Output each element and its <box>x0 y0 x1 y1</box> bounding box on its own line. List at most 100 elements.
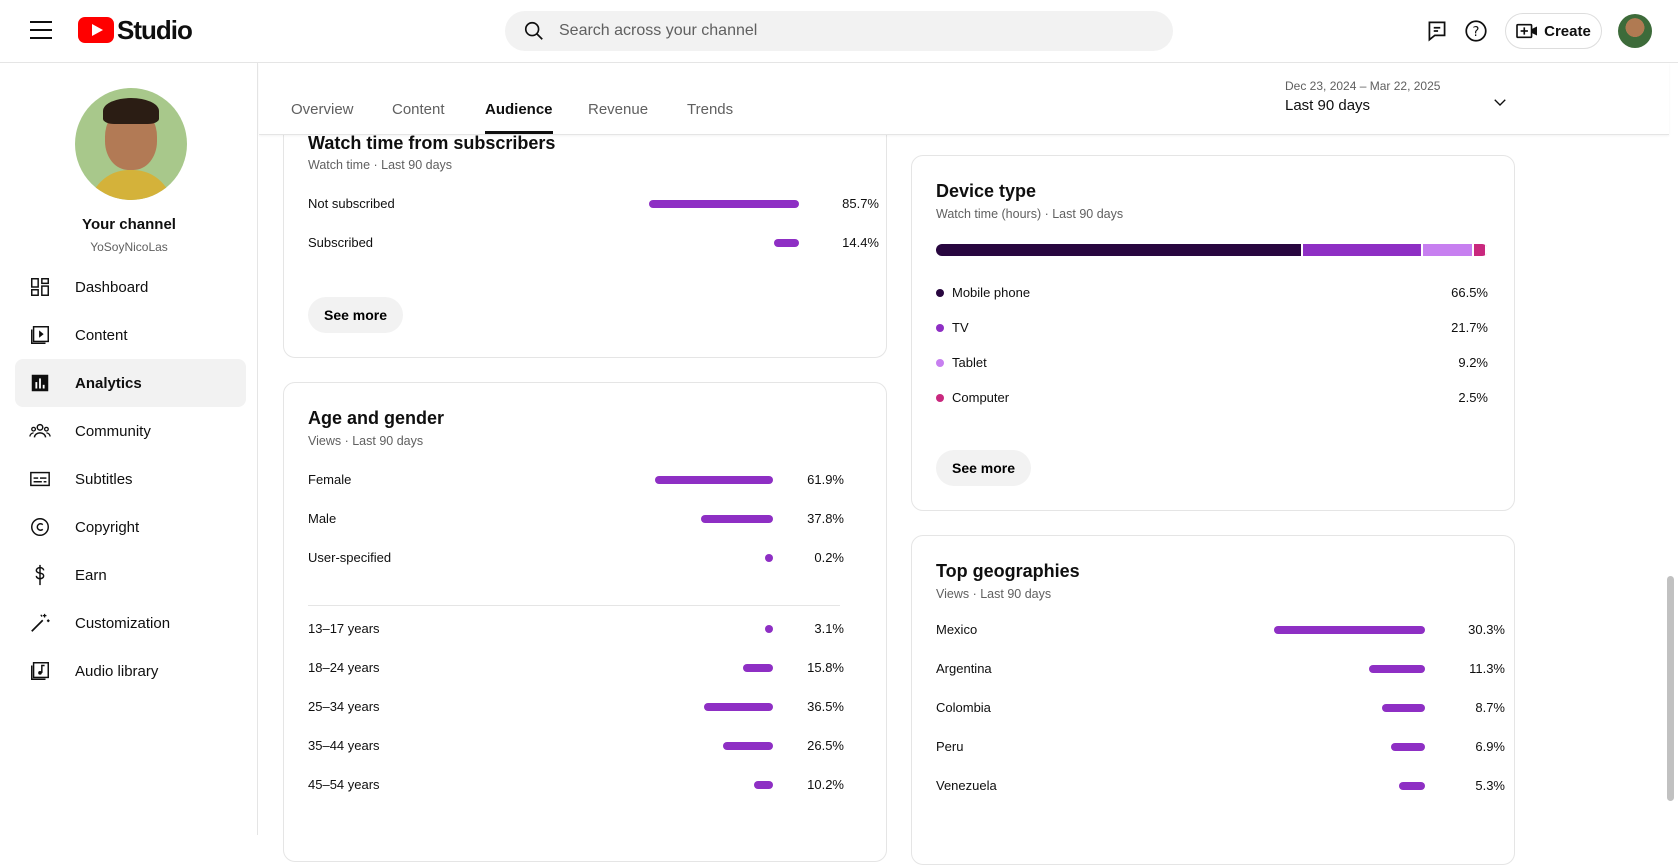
sidebar-item-audio-library[interactable]: Audio library <box>15 647 246 695</box>
card-subtitle: Watch time · Last 90 days <box>308 158 453 172</box>
sidebar-item-subtitles[interactable]: Subtitles <box>15 455 246 503</box>
age-row-bar <box>753 781 773 789</box>
date-range-picker[interactable]: Dec 23, 2024 – Mar 22, 2025 Last 90 days <box>1285 79 1515 114</box>
geo-row-label: Mexico <box>936 622 978 637</box>
card-subtitle: Views · Last 90 days <box>936 587 1052 601</box>
geo-row: Peru 6.9% <box>936 737 1505 757</box>
device-legend-row: Mobile phone 66.5% <box>936 283 1488 303</box>
subscriber-row: Subscribed 14.4% <box>308 233 879 253</box>
account-avatar[interactable] <box>1618 14 1652 48</box>
age-row-bar <box>742 664 773 672</box>
create-video-icon <box>1516 23 1538 39</box>
age-row-value: 36.5% <box>807 699 844 714</box>
community-icon <box>28 419 52 443</box>
search-input[interactable] <box>559 22 1119 40</box>
card-title: Watch time from subscribers <box>308 133 556 153</box>
sidebar-item-label: Content <box>75 326 128 344</box>
age-row: 45–54 years 10.2% <box>308 775 844 795</box>
age-and-gender-card: Age and gender Views · Last 90 days Fema… <box>283 382 887 862</box>
device-segment-tablet[interactable] <box>1422 244 1474 256</box>
card-subtitle: Views · Last 90 days <box>308 434 424 448</box>
device-value: 2.5% <box>1458 390 1488 405</box>
sidebar-item-content[interactable]: Content <box>15 311 246 359</box>
device-stacked-bar <box>936 244 1488 256</box>
age-row-bar <box>765 625 773 633</box>
geo-row-bar <box>1368 665 1425 673</box>
chevron-down-icon[interactable] <box>1491 93 1509 111</box>
tab-audience[interactable]: Audience <box>485 101 553 134</box>
device-type-card: Device type Watch time (hours) · Last 90… <box>911 155 1515 511</box>
date-range-dates: Dec 23, 2024 – Mar 22, 2025 <box>1285 79 1441 93</box>
geo-row-value: 30.3% <box>1468 622 1505 637</box>
geo-row: Mexico 30.3% <box>936 620 1505 640</box>
studio-logo[interactable]: Studio <box>78 14 193 46</box>
top-bar: Studio ? Create <box>0 0 1678 63</box>
geo-row-value: 11.3% <box>1469 661 1505 676</box>
customization-icon <box>28 611 52 635</box>
age-row: 35–44 years 26.5% <box>308 736 844 756</box>
card-title: Device type <box>936 181 1037 201</box>
sidebar-item-community[interactable]: Community <box>15 407 246 455</box>
geo-row-bar <box>1390 743 1425 751</box>
age-row-label: 25–34 years <box>308 699 380 714</box>
sidebar-item-dashboard[interactable]: Dashboard <box>15 263 246 311</box>
page-scrollbar[interactable] <box>1663 63 1678 835</box>
age-row-value: 26.5% <box>807 738 844 753</box>
sidebar-item-copyright[interactable]: Copyright <box>15 503 246 551</box>
gender-row-label: Male <box>308 511 337 526</box>
geo-row: Colombia 8.7% <box>936 698 1505 718</box>
tab-trends[interactable]: Trends <box>687 101 734 118</box>
device-label: Computer <box>952 390 1010 405</box>
gender-row-bar <box>765 554 773 562</box>
geo-row-bar <box>1398 782 1425 790</box>
tab-content[interactable]: Content <box>392 101 445 118</box>
legend-dot <box>936 394 944 402</box>
gender-row-bar <box>701 515 773 523</box>
subscriber-row-value: 85.7% <box>842 196 879 211</box>
gender-row-value: 37.8% <box>807 511 844 526</box>
create-label: Create <box>1544 22 1591 40</box>
see-more-button[interactable]: See more <box>308 297 404 333</box>
sidebar-item-label: Community <box>75 422 151 440</box>
gender-row: Female 61.9% <box>308 470 844 490</box>
tab-revenue[interactable]: Revenue <box>588 101 649 118</box>
device-segment-tv[interactable] <box>1303 244 1423 256</box>
device-legend-row: Tablet 9.2% <box>936 353 1488 373</box>
device-segment-computer[interactable] <box>1473 244 1488 256</box>
subtitles-icon <box>28 467 52 491</box>
legend-dot <box>936 289 944 297</box>
channel-avatar[interactable] <box>75 88 187 200</box>
sidebar-item-earn[interactable]: Earn <box>15 551 246 599</box>
sidebar-item-analytics[interactable]: Analytics <box>15 359 246 407</box>
age-row-label: 35–44 years <box>308 738 380 753</box>
analytics-icon <box>28 371 52 395</box>
sidebar-item-label: Subtitles <box>75 470 133 488</box>
age-row: 18–24 years 15.8% <box>308 658 844 678</box>
gender-row: Male 37.8% <box>308 509 844 529</box>
scrollbar-thumb[interactable] <box>1667 576 1674 801</box>
legend-dot <box>936 324 944 332</box>
search-icon <box>524 21 543 40</box>
sidebar-item-label: Customization <box>75 614 171 632</box>
geo-row-label: Argentina <box>936 661 992 676</box>
menu-icon[interactable] <box>30 21 52 41</box>
search-bar[interactable] <box>505 11 1173 51</box>
create-button[interactable]: Create <box>1505 13 1602 49</box>
feedback-icon[interactable] <box>1424 18 1450 44</box>
help-icon[interactable]: ? <box>1463 18 1489 44</box>
geo-row-value: 5.3% <box>1475 778 1505 793</box>
device-segment-mobile-phone[interactable] <box>936 244 1304 256</box>
device-value: 21.7% <box>1451 320 1488 335</box>
geo-row: Argentina 11.3% <box>936 659 1505 679</box>
sidebar-item-label: Dashboard <box>75 278 149 296</box>
sidebar-item-customization[interactable]: Customization <box>15 599 246 647</box>
see-more-button[interactable]: See more <box>936 450 1032 486</box>
gender-row-label: Female <box>308 472 352 487</box>
geo-row-label: Venezuela <box>936 778 997 793</box>
age-row-bar <box>703 703 773 711</box>
tab-overview[interactable]: Overview <box>291 101 354 118</box>
geo-row-value: 8.7% <box>1475 700 1505 715</box>
device-value: 9.2% <box>1458 355 1488 370</box>
divider <box>308 605 840 606</box>
age-row-label: 45–54 years <box>308 777 380 792</box>
